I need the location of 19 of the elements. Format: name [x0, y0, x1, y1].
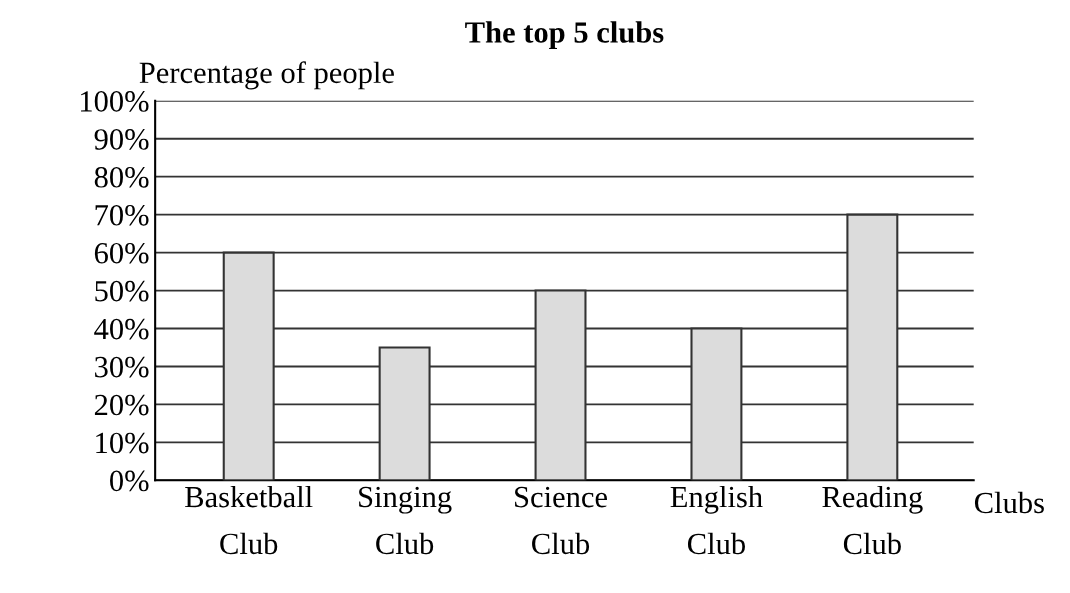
x-tick-label: Singing Club	[359, 486, 452, 555]
y-tick-label: 100%	[81, 91, 149, 112]
y-tick-label: 50%	[95, 280, 149, 302]
y-tick-label: 90%	[94, 129, 149, 150]
x-axis-title: Clubs	[974, 491, 1044, 514]
x-tick-label: Reading Club	[822, 485, 923, 555]
y-axis-title: Percentage of people	[139, 61, 394, 90]
y-tick-label: 0%	[110, 470, 149, 492]
y-tick-label: 30%	[95, 356, 149, 378]
y-tick-label: 70%	[95, 204, 149, 226]
y-tick-label: 40%	[94, 318, 149, 340]
y-tick-label: 60%	[94, 242, 149, 264]
y-tick-label: 80%	[94, 167, 149, 188]
x-tick-label: Basketball Club	[185, 485, 313, 555]
y-tick-label: 10%	[96, 432, 149, 454]
y-tick-label: 20%	[94, 394, 149, 416]
x-tick-label: English Club	[670, 485, 763, 555]
x-tick-label: Science Club	[515, 486, 607, 555]
chart-title: The top 5 clubs	[465, 21, 664, 49]
